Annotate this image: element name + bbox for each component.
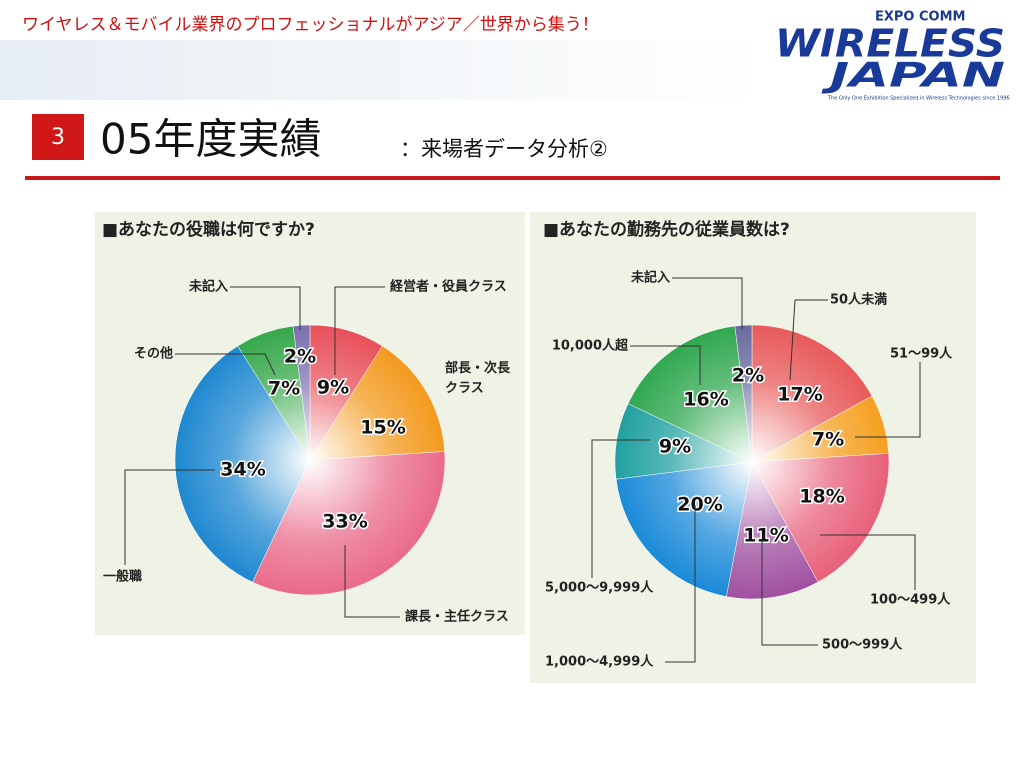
slide-title: 05年度実績	[100, 115, 321, 164]
value-label: 9%	[659, 436, 691, 458]
value-label: 20%	[677, 494, 722, 516]
leader-line	[672, 277, 743, 330]
leader-line	[630, 345, 701, 385]
category-label: 一般職	[103, 569, 142, 585]
value-label: 33%	[322, 511, 367, 533]
leader-line	[334, 286, 385, 375]
leader-line	[591, 439, 650, 578]
category-label: 10,000人超	[552, 338, 629, 354]
leader-line	[820, 534, 916, 590]
category-label: 50人未満	[830, 292, 887, 308]
leader-line	[761, 540, 818, 646]
value-label: 7%	[812, 429, 844, 451]
chart-title: ■あなたの役職は何ですか?	[102, 219, 315, 240]
category-label: 未記入	[630, 270, 670, 286]
leader-line	[175, 353, 276, 376]
chart-title: ■あなたの勤務先の従業員数は?	[543, 219, 790, 240]
tagline: ワイヤレス＆モバイル業界のプロフェッショナルがアジア／世界から集う！	[22, 15, 599, 35]
category-label: 部長・次長クラス	[445, 360, 511, 396]
value-label: 15%	[360, 417, 405, 439]
value-label: 34%	[220, 459, 265, 481]
value-label: 2%	[284, 346, 316, 368]
category-label: 1,000〜4,999人	[545, 654, 654, 670]
slide-number-box	[32, 114, 84, 160]
leader-line	[230, 286, 301, 330]
category-label: 5,000〜9,999人	[545, 580, 654, 596]
leader-line	[789, 299, 828, 381]
value-label: 9%	[317, 377, 349, 399]
category-label: 500〜999人	[822, 637, 903, 653]
pie-shine	[175, 325, 445, 595]
title-rule	[25, 176, 1000, 180]
leader-line	[344, 545, 400, 618]
value-label: 11%	[743, 525, 788, 547]
value-label: 18%	[799, 486, 844, 508]
value-label: 17%	[777, 384, 822, 406]
category-label: 課長・主任クラス	[405, 609, 509, 625]
category-label: 未記入	[188, 279, 228, 295]
logo-caption: The Only One Exhibition Specialized in W…	[827, 96, 1010, 102]
header-band	[0, 40, 760, 100]
slide-subtitle: ：来場者データ分析②	[400, 137, 608, 161]
logo-top: EXPO COMM	[875, 10, 965, 25]
category-label: 100〜499人	[870, 592, 951, 608]
slide-number: 3	[51, 125, 65, 150]
pie-shine	[615, 325, 889, 599]
leader-line	[855, 362, 921, 438]
value-label: 7%	[268, 378, 300, 400]
leader-line	[665, 505, 696, 663]
category-label: その他	[134, 346, 173, 362]
value-label: 2%	[732, 365, 764, 387]
logo-line2: JAPAN	[821, 56, 1005, 96]
leader-line	[124, 469, 215, 565]
logo-line1: WIRELESS	[775, 22, 1005, 66]
category-label: 経営者・役員クラス	[390, 279, 507, 295]
category-label: 51〜99人	[890, 346, 953, 362]
value-label: 16%	[683, 389, 728, 411]
